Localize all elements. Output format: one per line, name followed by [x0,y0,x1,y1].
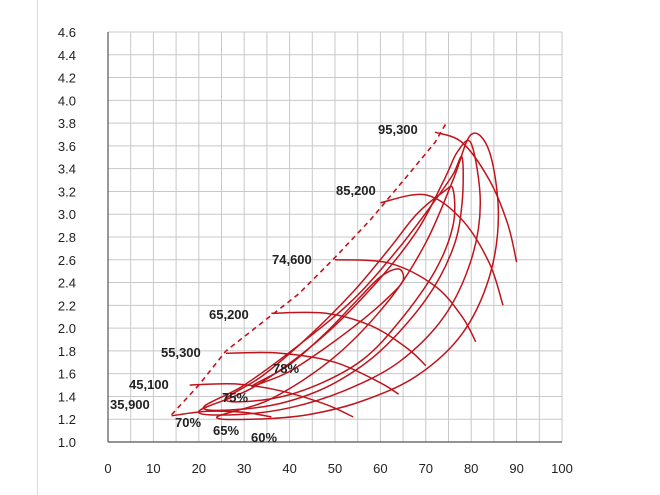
speed-line-55300 [225,351,400,395]
x-tick-labels: 0 10 20 30 40 50 60 70 80 90 100 [104,461,572,476]
efficiency-islands [198,132,500,421]
y-tick-label: 2.6 [58,253,76,268]
x-tick-label: 40 [282,461,296,476]
y-tick-label: 4.0 [58,93,76,108]
efficiency-label-65: 65% [213,423,239,438]
efficiency-label-60: 60% [251,430,277,445]
efficiency-island-60 [216,132,500,421]
axes [107,32,562,443]
speed-label-65200: 65,200 [209,307,249,322]
y-tick-label: 3.6 [58,139,76,154]
y-tick-labels: 1.0 1.2 1.4 1.6 1.8 2.0 2.2 2.4 2.6 2.8 3.0 3.2 3.4 3… [58,25,76,450]
y-tick-label: 3.2 [58,184,76,199]
x-tick-label: 0 [104,461,111,476]
curve-labels: 35,900 45,100 55,300 65,200 74,600 85,20… [110,122,418,445]
speed-line-45100 [189,382,354,418]
speed-label-35900: 35,900 [110,397,150,412]
y-tick-label: 2.2 [58,298,76,313]
grid-lines [107,31,563,443]
y-tick-label: 2.0 [58,321,76,336]
efficiency-label-78: 78% [273,361,299,376]
speed-line-65200 [271,311,427,367]
speed-label-74600: 74,600 [272,252,312,267]
x-tick-label: 50 [328,461,342,476]
x-tick-label: 100 [551,461,573,476]
speed-line-35900 [171,410,272,418]
y-tick-label: 3.0 [58,207,76,222]
y-tick-label: 3.8 [58,116,76,131]
efficiency-label-70: 70% [175,415,201,430]
surge-line [171,122,447,416]
x-tick-label: 30 [237,461,251,476]
y-tick-label: 1.0 [58,435,76,450]
x-tick-label: 20 [192,461,206,476]
efficiency-island-70 [202,155,464,412]
x-tick-label: 80 [464,461,478,476]
y-tick-label: 1.2 [58,412,76,427]
speed-line-85200 [380,193,504,306]
speed-label-45100: 45,100 [129,377,169,392]
surge-line-group [171,122,447,416]
x-tick-label: 70 [419,461,433,476]
y-tick-label: 1.6 [58,367,76,382]
y-tick-label: 3.4 [58,162,76,177]
x-tick-label: 10 [146,461,160,476]
y-tick-label: 2.8 [58,230,76,245]
speed-line-74600 [334,259,477,343]
efficiency-island-65 [198,139,482,416]
efficiency-label-75: 75% [222,390,248,405]
x-tick-label: 90 [509,461,523,476]
speed-lines [171,131,518,418]
y-tick-label: 1.8 [58,344,76,359]
y-tick-label: 4.2 [58,71,76,86]
left-border-rule [37,0,38,495]
efficiency-island-75 [225,185,456,403]
y-tick-label: 4.6 [58,25,76,40]
x-tick-label: 60 [373,461,387,476]
speed-label-55300: 55,300 [161,345,201,360]
y-tick-label: 1.4 [58,389,76,404]
speed-label-95300: 95,300 [378,122,418,137]
speed-line-95300 [434,131,518,263]
y-tick-label: 4.4 [58,48,76,63]
speed-label-85200: 85,200 [336,183,376,198]
y-tick-label: 2.4 [58,276,76,291]
